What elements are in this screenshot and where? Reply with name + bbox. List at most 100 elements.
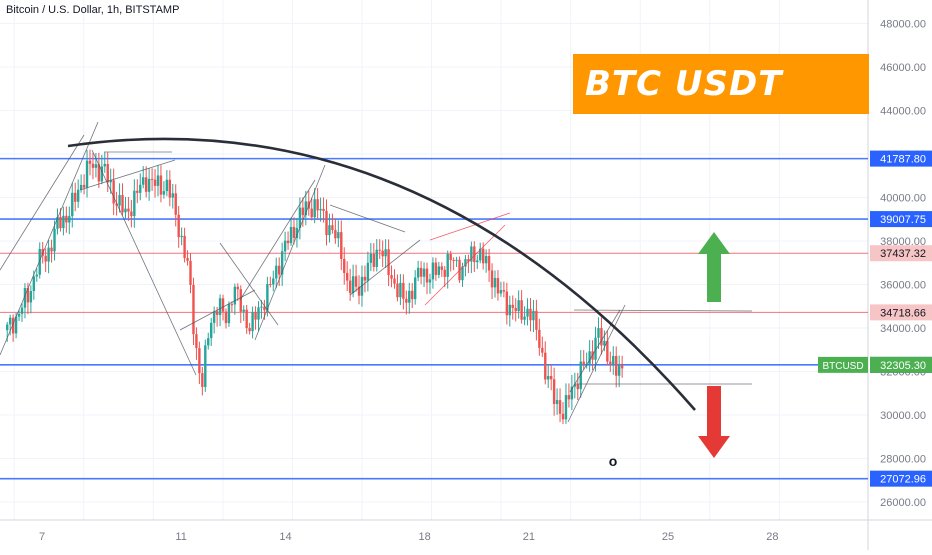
candle-body xyxy=(82,184,86,188)
candle-body xyxy=(6,324,9,331)
candle-body xyxy=(493,278,497,288)
candle-body xyxy=(579,361,582,390)
candle-body xyxy=(109,180,112,183)
candle-body xyxy=(612,355,615,365)
candle-body xyxy=(245,309,248,329)
resistance-arc xyxy=(67,137,696,411)
candle-body xyxy=(600,328,603,346)
candle-body xyxy=(292,226,296,238)
candle-body xyxy=(65,215,68,223)
candle-body xyxy=(20,307,24,314)
candle-body xyxy=(603,340,606,346)
candle-body xyxy=(381,250,384,257)
candle-body xyxy=(139,184,142,193)
candle-body xyxy=(221,298,225,312)
candle-body xyxy=(97,164,101,182)
candle-body xyxy=(304,201,308,216)
candle-body xyxy=(207,338,210,346)
y-tick-label: 34000.00 xyxy=(880,323,926,335)
candle-body xyxy=(257,307,260,320)
trend-line xyxy=(349,239,421,296)
candle-body xyxy=(133,190,136,217)
candle-body xyxy=(609,361,612,365)
candle-body xyxy=(490,270,494,288)
candle-body xyxy=(422,268,426,277)
trend-line xyxy=(0,134,85,271)
candle-body xyxy=(283,240,287,252)
candle-body xyxy=(76,189,80,202)
price-tag-label: 34718.66 xyxy=(880,307,926,319)
level-price-tag: 27072.96 xyxy=(870,470,932,487)
candle-body xyxy=(446,253,449,277)
candle-body xyxy=(461,266,464,281)
candle-body xyxy=(174,193,177,215)
candle-body xyxy=(266,284,269,311)
candle-body xyxy=(106,163,109,183)
candle-body xyxy=(260,306,263,308)
candle-body xyxy=(552,379,556,405)
candle-body xyxy=(372,253,376,267)
pair-banner: BTC USDT xyxy=(573,54,869,114)
candle-body xyxy=(230,304,234,306)
x-tick-label: 25 xyxy=(662,531,674,543)
candle-body xyxy=(340,232,343,259)
candle-body xyxy=(289,226,293,244)
candle-body xyxy=(348,280,352,294)
candle-body xyxy=(428,279,432,283)
wave-label: o xyxy=(609,453,618,469)
candle-body xyxy=(544,352,547,380)
symbol-title: Bitcoin / U.S. Dollar, 1h, BITSTAMP xyxy=(6,4,180,16)
trend-line xyxy=(254,164,326,341)
price-tag-bg xyxy=(870,245,932,262)
candle-body xyxy=(121,195,124,213)
candle-body xyxy=(156,175,160,186)
level-price-tag: 37437.32 xyxy=(870,245,932,262)
candle-body xyxy=(455,259,458,261)
x-tick-label: 14 xyxy=(279,531,291,543)
candle-body xyxy=(189,260,192,285)
candle-body xyxy=(431,262,435,280)
candle-body xyxy=(44,255,47,262)
candle-body xyxy=(366,262,370,281)
candle-body xyxy=(242,309,245,312)
candle-body xyxy=(473,246,476,263)
y-tick-label: 26000.00 xyxy=(880,497,926,509)
candle-body xyxy=(210,322,213,339)
candle-body xyxy=(541,347,544,353)
candle-body xyxy=(180,235,183,238)
x-tick-label: 28 xyxy=(766,531,778,543)
candle-body xyxy=(526,308,529,317)
y-tick-label: 44000.00 xyxy=(880,106,926,118)
price-tag-label: 37437.32 xyxy=(880,248,926,260)
candle-body xyxy=(547,376,550,380)
candle-body xyxy=(301,207,305,216)
candle-body xyxy=(159,175,163,195)
candle-body xyxy=(337,232,340,239)
candle-body xyxy=(555,400,559,405)
candle-body xyxy=(218,298,222,315)
y-tick-label: 38000.00 xyxy=(880,236,926,248)
candle-body xyxy=(165,179,169,192)
candle-body xyxy=(136,190,139,193)
candle-body xyxy=(328,225,331,236)
trend-line xyxy=(567,304,626,423)
candle-body xyxy=(402,282,405,299)
candle-body xyxy=(597,328,600,338)
candle-body xyxy=(408,290,411,303)
candle-body xyxy=(387,249,390,276)
candle-body xyxy=(396,283,399,298)
candle-body xyxy=(14,316,18,334)
candle-body xyxy=(567,395,571,400)
candle-body xyxy=(467,259,470,262)
candle-body xyxy=(351,276,355,294)
candle-body xyxy=(508,304,511,316)
candle-body xyxy=(212,311,216,323)
candle-body xyxy=(277,265,281,275)
candle-body xyxy=(511,304,514,308)
candle-body xyxy=(476,260,479,263)
candle-body xyxy=(479,248,482,261)
up-arrow-head xyxy=(698,232,730,254)
candle-body xyxy=(171,193,174,198)
